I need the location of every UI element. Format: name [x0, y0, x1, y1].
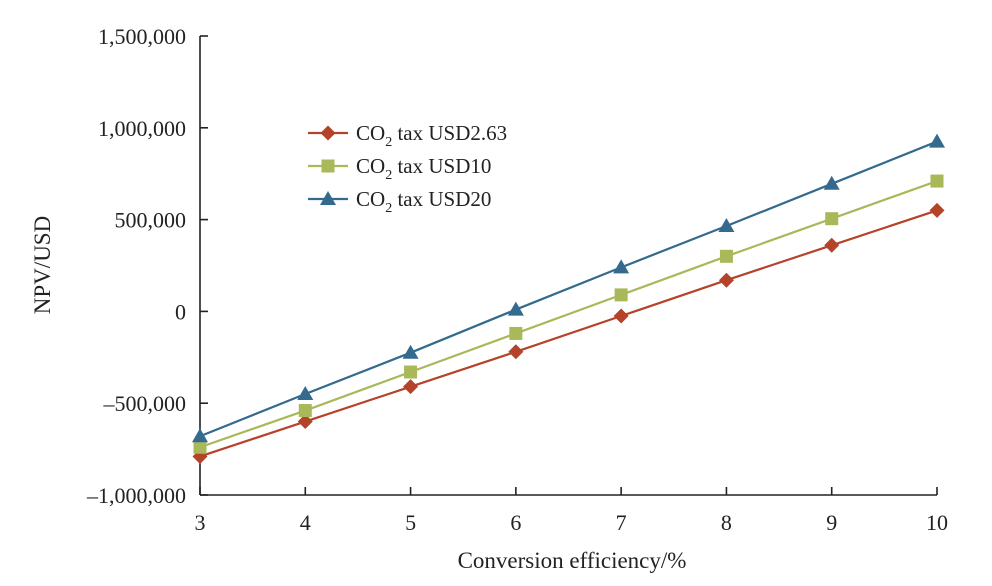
data-point — [825, 212, 839, 226]
y-tick-label: –1,000,000 — [86, 483, 186, 508]
series-diamond — [192, 202, 945, 464]
y-tick-label: 500,000 — [115, 208, 187, 233]
data-point — [509, 326, 523, 340]
legend-item: CO2 tax USD20 — [308, 187, 491, 216]
x-tick-label: 3 — [195, 510, 206, 535]
data-point — [508, 344, 524, 360]
x-tick-label: 7 — [616, 510, 627, 535]
y-tick-label: –500,000 — [103, 391, 187, 416]
y-ticks: –1,000,000 –500,000 0 500,000 1,000,000 1,500… — [86, 24, 208, 508]
data-point — [402, 344, 419, 359]
x-tick-label: 5 — [405, 510, 416, 535]
data-point — [718, 218, 735, 233]
data-point — [718, 272, 734, 288]
x-tick-label: 10 — [926, 510, 948, 535]
data-point — [297, 414, 313, 430]
x-tick-label: 9 — [826, 510, 837, 535]
legend-label-subscript: 2 — [385, 201, 392, 216]
series-layer — [192, 133, 945, 464]
data-point — [614, 288, 628, 302]
data-point — [193, 440, 207, 454]
series-line — [199, 180, 938, 449]
series-triangle — [192, 133, 945, 443]
y-tick-label: 0 — [175, 299, 186, 324]
data-point — [507, 301, 524, 316]
x-tick-label: 4 — [300, 510, 311, 535]
legend-item: CO2 tax USD10 — [308, 154, 491, 183]
data-point — [929, 133, 945, 148]
legend-item: CO2 tax USD2.63 — [308, 121, 507, 150]
legend-label: CO2 tax USD20 — [356, 187, 491, 216]
legend-label: CO2 tax USD10 — [356, 154, 491, 183]
x-tick-label: 6 — [510, 510, 521, 535]
data-point — [613, 259, 630, 274]
legend-marker — [320, 125, 336, 141]
data-point — [930, 174, 944, 188]
legend-label-subscript: 2 — [385, 135, 392, 150]
legend-label-subscript: 2 — [385, 168, 392, 183]
x-axis-title: Conversion efficiency/% — [458, 548, 687, 573]
legend-label: CO2 tax USD2.63 — [356, 121, 507, 150]
legend-label-suffix: tax USD2.63 — [392, 121, 507, 145]
data-point — [719, 249, 733, 263]
data-point — [929, 202, 945, 218]
series-square — [193, 174, 944, 454]
x-tick-label: 8 — [721, 510, 732, 535]
data-point — [823, 175, 840, 190]
data-point — [404, 365, 418, 379]
y-tick-label: 1,000,000 — [98, 116, 186, 141]
series-line — [199, 209, 938, 458]
legend-marker — [321, 159, 335, 173]
legend-label-prefix: CO — [356, 154, 385, 178]
data-point — [297, 386, 314, 401]
y-axis-title: NPV/USD — [30, 216, 55, 314]
x-ticks: 3 4 5 6 7 8 9 10 — [195, 487, 948, 535]
legend-label-prefix: CO — [356, 121, 385, 145]
data-point — [613, 308, 629, 324]
data-point — [824, 237, 840, 253]
legend-label-suffix: tax USD10 — [392, 154, 491, 178]
legend-label-prefix: CO — [356, 187, 385, 211]
data-point — [403, 379, 419, 395]
legend-label-suffix: tax USD20 — [392, 187, 491, 211]
series-line — [199, 140, 938, 438]
data-point — [298, 404, 312, 418]
axes — [199, 36, 937, 496]
data-point — [192, 428, 208, 443]
y-tick-label: 1,500,000 — [98, 24, 186, 49]
legend-marker — [320, 191, 336, 205]
